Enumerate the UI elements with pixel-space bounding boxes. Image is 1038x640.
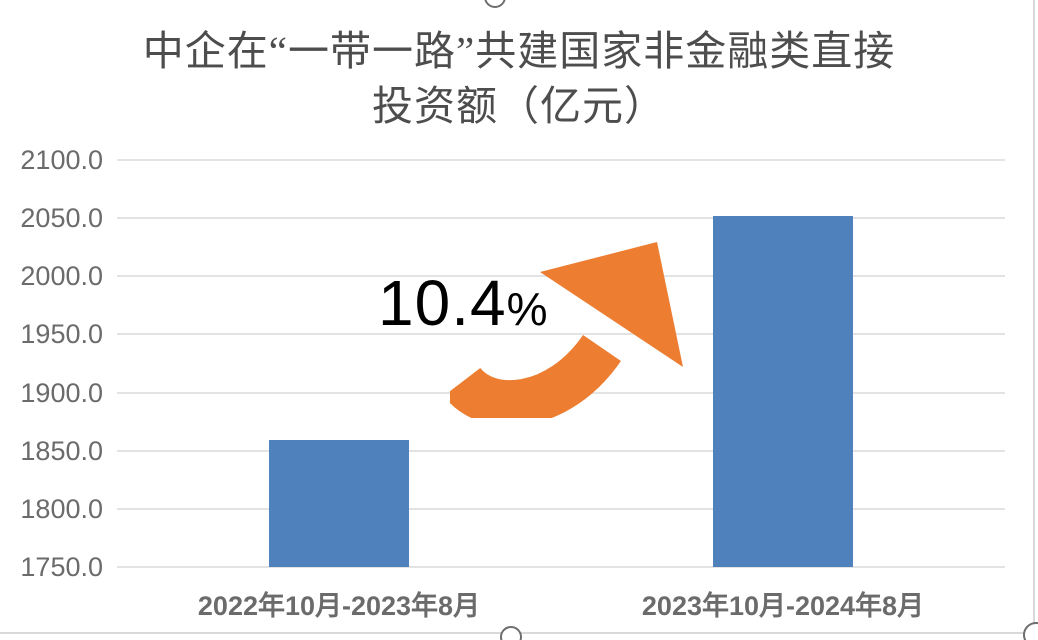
- y-axis-tick-label: 1950.0: [20, 319, 103, 350]
- x-axis-label-period-1: 2022年10月-2023年8月: [197, 591, 481, 621]
- growth-arrow-tail: [450, 334, 621, 418]
- y-axis-tick-label: 1850.0: [20, 435, 103, 466]
- selection-handle-bottom[interactable]: [500, 626, 522, 640]
- selection-handle-bottom-right[interactable]: [1023, 622, 1038, 640]
- selection-border-right: [1033, 0, 1035, 640]
- gridline: [117, 333, 1005, 336]
- selection-handle-top[interactable]: [484, 0, 506, 8]
- bar-period-2[interactable]: [713, 215, 853, 567]
- growth-arrow-icon: [450, 242, 683, 418]
- chart-title: 中企在“一带一路”共建国家非金融类直接 投资额（亿元）: [142, 28, 896, 129]
- x-axis-label-period-2: 2023年10月-2024年8月: [641, 591, 925, 621]
- gridline: [117, 449, 1005, 452]
- growth-rate-value: 10.4: [378, 267, 507, 339]
- y-axis-tick-label: 2100.0: [20, 145, 103, 175]
- y-axis-tick-label: 1900.0: [20, 377, 103, 408]
- growth-rate-percent-sign: %: [506, 283, 548, 335]
- y-axis-tick-label: 2050.0: [20, 203, 103, 234]
- growth-rate-annotation: 10.4%: [378, 266, 547, 340]
- gridline: [117, 217, 1005, 220]
- y-axis-tick-label: 1750.0: [20, 552, 103, 582]
- gridline: [117, 507, 1005, 510]
- y-axis-tick-label: 2000.0: [20, 261, 103, 292]
- gridline: [117, 159, 1005, 161]
- bar-period-1[interactable]: [269, 440, 409, 567]
- gridline: [117, 566, 1005, 568]
- growth-arrow-head: [540, 242, 683, 367]
- y-axis-tick-label: 1800.0: [20, 493, 103, 524]
